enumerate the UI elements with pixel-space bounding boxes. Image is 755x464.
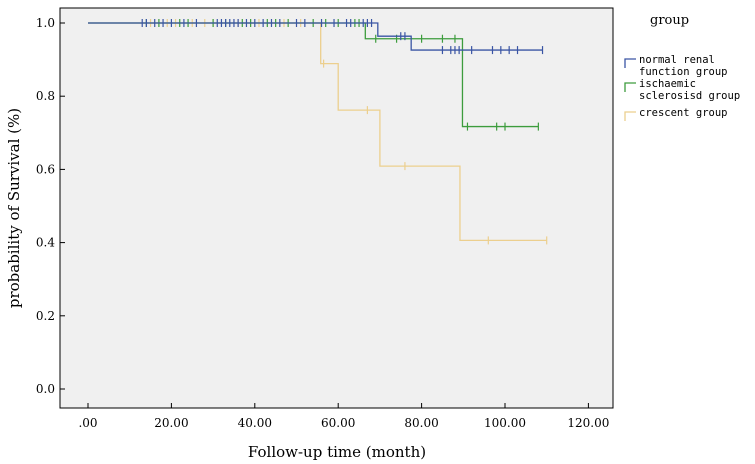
legend-label: crescent group (639, 107, 728, 119)
legend-swatch (624, 82, 636, 92)
y-tick-label: 0.0 (36, 382, 55, 396)
legend-swatch (624, 111, 636, 121)
y-tick-label: 0.6 (36, 162, 55, 176)
legend-swatch (624, 58, 636, 68)
x-axis-title: Follow-up time (month) (248, 443, 426, 461)
x-axis: .00 20.00 40.00 60.00 80.00 100.00 120.00 (78, 403, 609, 430)
y-axis: 0.0 0.2 0.4 0.6 0.8 1.0 (36, 16, 65, 396)
x-tick-label: 20.00 (154, 416, 188, 430)
y-axis-title: probability of Survival (%) (5, 108, 23, 308)
x-tick-label: .00 (78, 416, 97, 430)
x-tick-label: 100.00 (484, 416, 526, 430)
series-0 (88, 19, 544, 55)
legend-label: ischaemic (639, 78, 696, 90)
series-layer (88, 19, 548, 245)
legend-label: sclerosisd group (639, 90, 740, 102)
x-tick-label: 60.00 (321, 416, 355, 430)
y-tick-label: 0.4 (36, 236, 55, 250)
legend-label: function group (639, 66, 728, 78)
y-tick-label: 0.8 (36, 89, 55, 103)
legend-title: group (650, 13, 689, 28)
y-tick-label: 0.2 (36, 309, 55, 323)
x-tick-label: 80.00 (404, 416, 438, 430)
x-tick-label: 120.00 (567, 416, 609, 430)
legend-label: normal renal (639, 54, 715, 66)
y-tick-label: 1.0 (36, 16, 55, 30)
series-line (88, 22, 543, 51)
series-line (88, 22, 547, 242)
plot-area (59, 7, 614, 409)
x-tick-label: 40.00 (238, 416, 272, 430)
